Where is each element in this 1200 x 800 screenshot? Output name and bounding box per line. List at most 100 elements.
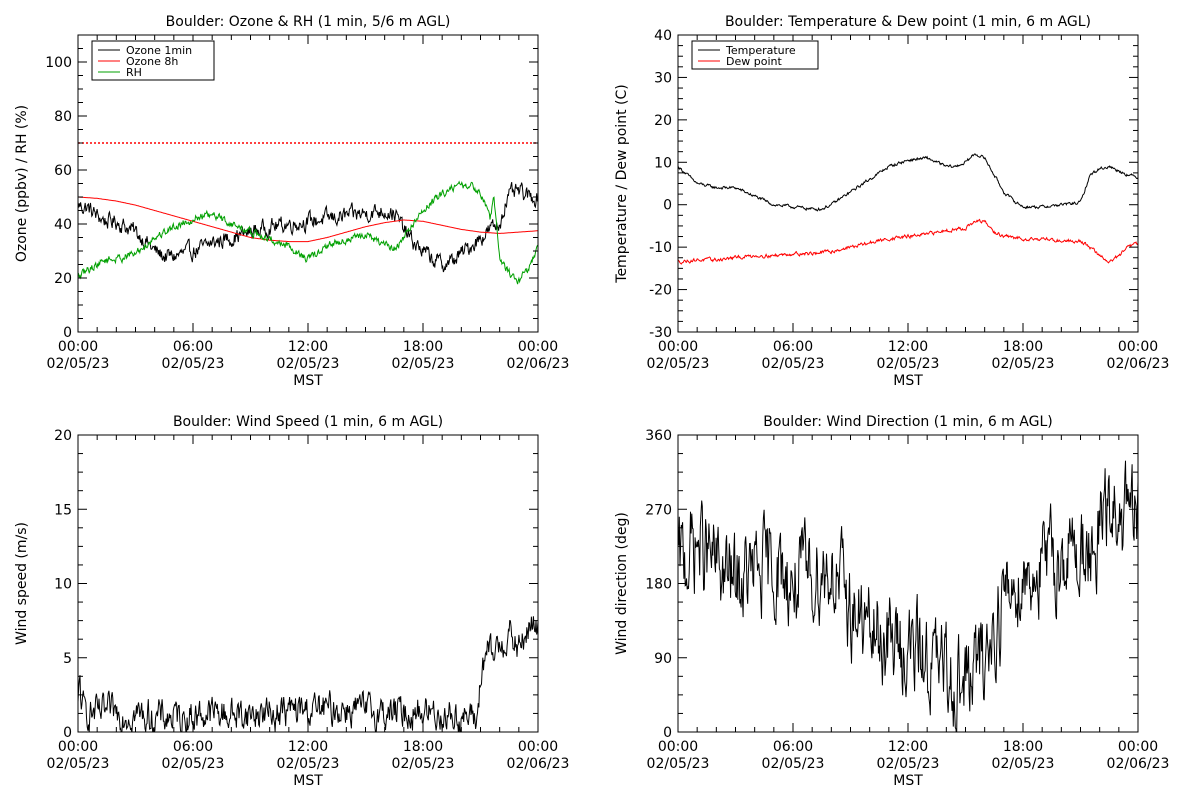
x-tick-label-time: 00:00 [58,339,98,355]
series-line-dew-point [678,218,1138,265]
plot-frame [77,434,539,733]
y-tick-label: 20 [54,428,72,444]
x-tick-label-date: 02/05/23 [277,756,340,772]
y-tick-label: 100 [45,55,72,71]
chart-title: Boulder: Temperature & Dew point (1 min,… [725,14,1091,30]
legend-label: Ozone 8h [126,55,178,68]
x-tick-label-time: 18:00 [403,339,443,355]
series-group [78,616,538,732]
series-line-temperature [678,153,1138,212]
x-axis-label: MST [293,373,323,389]
y-tick-label: -20 [649,283,672,299]
y-tick-label: 360 [645,428,672,444]
x-tick-label-time: 00:00 [518,339,558,355]
x-tick-label-time: 12:00 [888,739,928,755]
x-tick-label-date: 02/05/23 [762,756,825,772]
x-tick-label-date: 02/05/23 [162,356,225,372]
legend-box [91,40,215,81]
x-tick-label-time: 12:00 [288,339,328,355]
y-tick-label: 90 [654,651,672,667]
legend-box [691,40,819,70]
x-tick-label-date: 02/05/23 [647,356,710,372]
x-axis-label: MST [893,373,923,389]
x-tick-label-time: 06:00 [773,739,813,755]
x-tick-label-date: 02/05/23 [277,356,340,372]
x-tick-label-time: 00:00 [1118,339,1158,355]
y-tick-label: 10 [654,155,672,171]
x-tick-label-time: 00:00 [658,339,698,355]
y-axis-label: Temperature / Dew point (C) [614,84,630,283]
x-tick-label-date: 02/05/23 [47,356,110,372]
y-tick-label: 30 [654,70,672,86]
x-tick-label-date: 02/06/23 [1107,756,1170,772]
x-tick-label-date: 02/05/23 [162,756,225,772]
x-tick-label-time: 12:00 [888,339,928,355]
y-tick-label: 0 [63,325,72,341]
series-line-1 [78,616,538,732]
y-tick-label: -30 [649,325,672,341]
chart-panel-1: Boulder: Ozone & RH (1 min, 5/6 m AGL)02… [14,14,569,389]
x-tick-label-time: 00:00 [58,739,98,755]
x-tick-label-time: 06:00 [173,339,213,355]
chart-panel-4: Boulder: Wind Direction (1 min, 6 m AGL)… [614,414,1169,789]
y-tick-label: 40 [54,217,72,233]
x-tick-label-time: 12:00 [288,739,328,755]
series-line-rh [78,180,538,285]
chart-panel-2: Boulder: Temperature & Dew point (1 min,… [614,14,1169,389]
x-tick-label-time: 18:00 [1003,739,1043,755]
y-tick-label: 15 [54,502,72,518]
y-tick-label: 180 [645,577,672,593]
x-tick-label-date: 02/05/23 [992,756,1055,772]
x-tick-label-date: 02/05/23 [47,756,110,772]
x-tick-label-date: 02/06/23 [507,356,570,372]
chart-title: Boulder: Wind Direction (1 min, 6 m AGL) [763,414,1052,430]
plot-frame [677,34,1139,333]
legend-label: Temperature [725,44,796,57]
y-tick-label: 20 [54,271,72,287]
chart-title: Boulder: Wind Speed (1 min, 6 m AGL) [173,414,443,430]
y-tick-label: 5 [63,651,72,667]
y-tick-label: 0 [63,725,72,741]
legend-label: RH [126,66,142,79]
y-axis-label: Ozone (ppbv) / RH (%) [14,105,30,262]
x-tick-label-time: 06:00 [773,339,813,355]
y-axis-label: Wind speed (m/s) [14,522,30,645]
series-line-ozone-1min [78,181,538,273]
x-tick-label-date: 02/05/23 [992,356,1055,372]
y-tick-label: 20 [654,113,672,129]
x-tick-label-time: 18:00 [1003,339,1043,355]
x-axis-label: MST [893,773,923,789]
y-axis-label: Wind direction (deg) [614,512,630,655]
x-tick-label-time: 00:00 [1118,739,1158,755]
x-tick-label-date: 02/05/23 [647,756,710,772]
x-axis-label: MST [293,773,323,789]
x-tick-label-date: 02/05/23 [392,356,455,372]
x-tick-label-time: 00:00 [518,739,558,755]
y-tick-label: 0 [663,198,672,214]
series-group [78,142,538,285]
x-tick-label-date: 02/05/23 [877,756,940,772]
chart-title: Boulder: Ozone & RH (1 min, 5/6 m AGL) [166,14,451,30]
chart-panel-3: Boulder: Wind Speed (1 min, 6 m AGL) 0 5 10… [14,414,569,789]
x-tick-label-date: 02/05/23 [762,356,825,372]
series-group [678,153,1138,265]
y-tick-label: 270 [645,502,672,518]
y-tick-label: 60 [54,163,72,179]
y-tick-label: -10 [649,240,672,256]
x-tick-label-time: 00:00 [658,739,698,755]
series-line-1 [678,460,1138,732]
y-tick-label: 80 [54,109,72,125]
x-tick-label-date: 02/06/23 [507,756,570,772]
y-tick-label: 40 [654,28,672,44]
legend-label: Dew point [726,55,782,68]
y-tick-label: 10 [54,577,72,593]
legend-label: Ozone 1min [126,44,192,57]
x-tick-label-date: 02/05/23 [392,756,455,772]
series-line-ozone-8h [78,196,538,243]
x-tick-label-time: 18:00 [403,739,443,755]
x-tick-label-date: 02/06/23 [1107,356,1170,372]
x-tick-label-time: 06:00 [173,739,213,755]
